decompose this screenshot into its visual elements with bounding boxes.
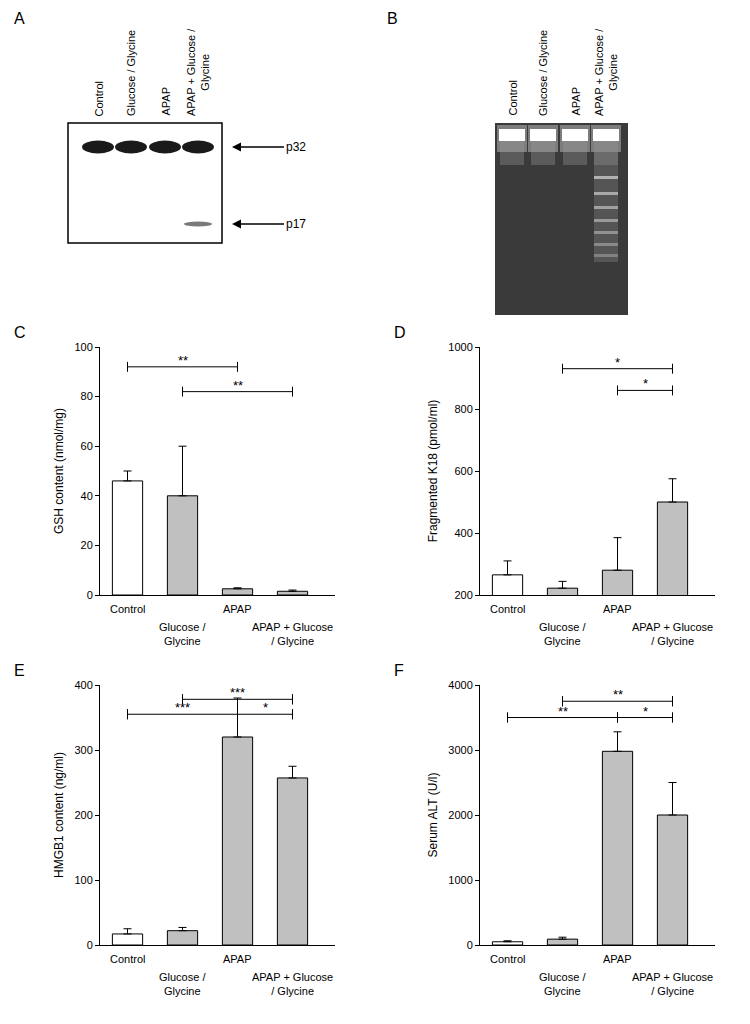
svg-text:*: * (263, 700, 268, 715)
svg-text:Glucose / Glycine: Glucose / Glycine (537, 30, 549, 116)
svg-text:*: * (615, 355, 620, 370)
svg-text:100: 100 (74, 341, 92, 353)
svg-text:APAP: APAP (603, 603, 632, 615)
svg-text:Control: Control (490, 953, 525, 965)
svg-text:**: ** (178, 353, 188, 368)
svg-text:p32: p32 (286, 140, 306, 154)
svg-text:APAP + Glucose/ Glycine: APAP + Glucose/ Glycine (252, 971, 333, 997)
svg-text:E: E (14, 662, 25, 679)
svg-text:2000: 2000 (448, 809, 472, 821)
svg-text:A: A (14, 10, 25, 27)
svg-text:***: *** (230, 685, 245, 700)
svg-text:**: ** (558, 704, 568, 719)
svg-text:***: *** (175, 700, 190, 715)
svg-text:*: * (643, 704, 648, 719)
svg-text:B: B (387, 10, 398, 27)
svg-text:40: 40 (81, 490, 93, 502)
svg-text:Serum ALT (U/l): Serum ALT (U/l) (426, 773, 440, 858)
svg-text:Control: Control (490, 603, 525, 615)
svg-text:APAP: APAP (223, 953, 252, 965)
svg-text:20: 20 (81, 539, 93, 551)
svg-text:0: 0 (87, 589, 93, 601)
svg-text:APAP: APAP (603, 953, 632, 965)
svg-text:C: C (14, 324, 26, 341)
svg-text:1000: 1000 (448, 874, 472, 886)
svg-text:800: 800 (454, 403, 472, 415)
svg-text:300: 300 (74, 744, 92, 756)
svg-text:APAP + Glucose /Glycine: APAP + Glucose /Glycine (593, 28, 619, 116)
svg-text:APAP: APAP (160, 87, 172, 116)
svg-text:400: 400 (74, 679, 92, 691)
svg-text:Glucose /Glycine: Glucose /Glycine (539, 971, 586, 997)
svg-text:APAP + Glucose/ Glycine: APAP + Glucose/ Glycine (252, 621, 333, 647)
svg-text:Control: Control (93, 81, 105, 116)
svg-text:100: 100 (74, 874, 92, 886)
svg-text:APAP + Glucose/ Glycine: APAP + Glucose/ Glycine (632, 971, 713, 997)
svg-text:p17: p17 (286, 217, 306, 231)
svg-text:0: 0 (467, 939, 473, 951)
svg-text:3000: 3000 (448, 744, 472, 756)
svg-text:*: * (643, 376, 648, 391)
svg-text:APAP: APAP (223, 603, 252, 615)
svg-text:HMGB1 content (ng/ml): HMGB1 content (ng/ml) (52, 752, 66, 878)
svg-text:Control: Control (110, 953, 145, 965)
svg-text:Fragmented K18 (pmol/ml): Fragmented K18 (pmol/ml) (426, 400, 440, 543)
svg-text:80: 80 (81, 390, 93, 402)
svg-text:4000: 4000 (448, 679, 472, 691)
svg-text:600: 600 (454, 465, 472, 477)
svg-text:1000: 1000 (448, 341, 472, 353)
svg-text:200: 200 (74, 809, 92, 821)
svg-text:Glucose /Glycine: Glucose /Glycine (539, 621, 586, 647)
svg-text:GSH content (nmol/mg): GSH content (nmol/mg) (52, 408, 66, 534)
svg-text:D: D (394, 324, 406, 341)
svg-text:**: ** (233, 378, 243, 393)
svg-text:Control: Control (110, 603, 145, 615)
svg-text:400: 400 (454, 527, 472, 539)
svg-text:APAP: APAP (570, 87, 582, 116)
svg-text:APAP + Glucose/ Glycine: APAP + Glucose/ Glycine (632, 621, 713, 647)
svg-text:Glucose /Glycine: Glucose /Glycine (159, 621, 206, 647)
svg-text:**: ** (613, 687, 623, 702)
svg-text:Glucose / Glycine: Glucose / Glycine (125, 30, 137, 116)
svg-text:60: 60 (81, 440, 93, 452)
svg-text:200: 200 (454, 589, 472, 601)
svg-text:F: F (394, 662, 404, 679)
svg-text:APAP + Glucose /Glycine: APAP + Glucose /Glycine (185, 28, 211, 116)
svg-text:0: 0 (87, 939, 93, 951)
svg-text:Glucose /Glycine: Glucose /Glycine (159, 971, 206, 997)
svg-text:Control: Control (507, 80, 519, 115)
